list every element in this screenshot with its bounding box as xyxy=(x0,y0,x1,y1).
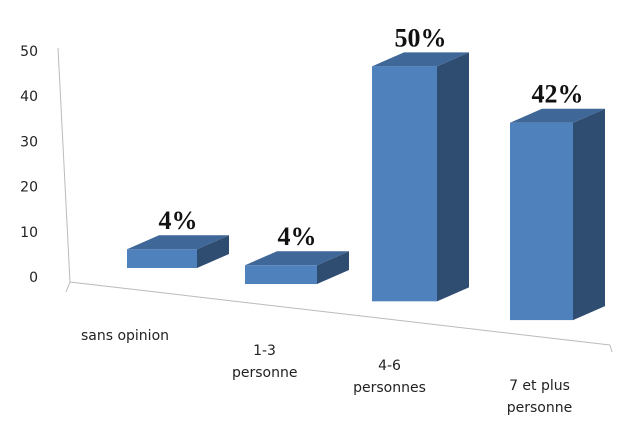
x-tick-label: 4-6 personnes xyxy=(353,358,426,396)
value-label: 4% xyxy=(278,222,317,251)
value-label: 4% xyxy=(159,206,198,235)
value-label: 42% xyxy=(532,80,584,109)
bar-side xyxy=(437,52,469,302)
value-label: 50% xyxy=(395,23,447,52)
bar-top xyxy=(510,108,605,123)
bar-top xyxy=(372,52,469,67)
bar-side xyxy=(573,108,605,321)
y-tick-label: 20 xyxy=(20,180,38,196)
bar xyxy=(510,122,573,321)
y-tick-label: 50 xyxy=(20,44,38,60)
bar xyxy=(245,265,317,285)
floor-edge xyxy=(609,344,613,353)
x-tick-label: 7 et plus personne xyxy=(506,378,573,416)
y-tick-label: 30 xyxy=(20,134,38,150)
bar xyxy=(127,249,197,268)
y-tick-label: 10 xyxy=(20,225,38,241)
y-tick-label: 40 xyxy=(20,89,38,105)
bar-side xyxy=(197,235,229,268)
bar-top xyxy=(127,235,229,250)
bar xyxy=(372,66,437,302)
x-tick-label: 1-3 personne xyxy=(232,343,298,381)
bar-top xyxy=(245,251,349,266)
y-tick-label: 0 xyxy=(29,270,38,286)
floor-edge xyxy=(65,281,71,293)
bar-side xyxy=(317,251,349,285)
x-tick-label: sans opinion xyxy=(80,328,170,344)
